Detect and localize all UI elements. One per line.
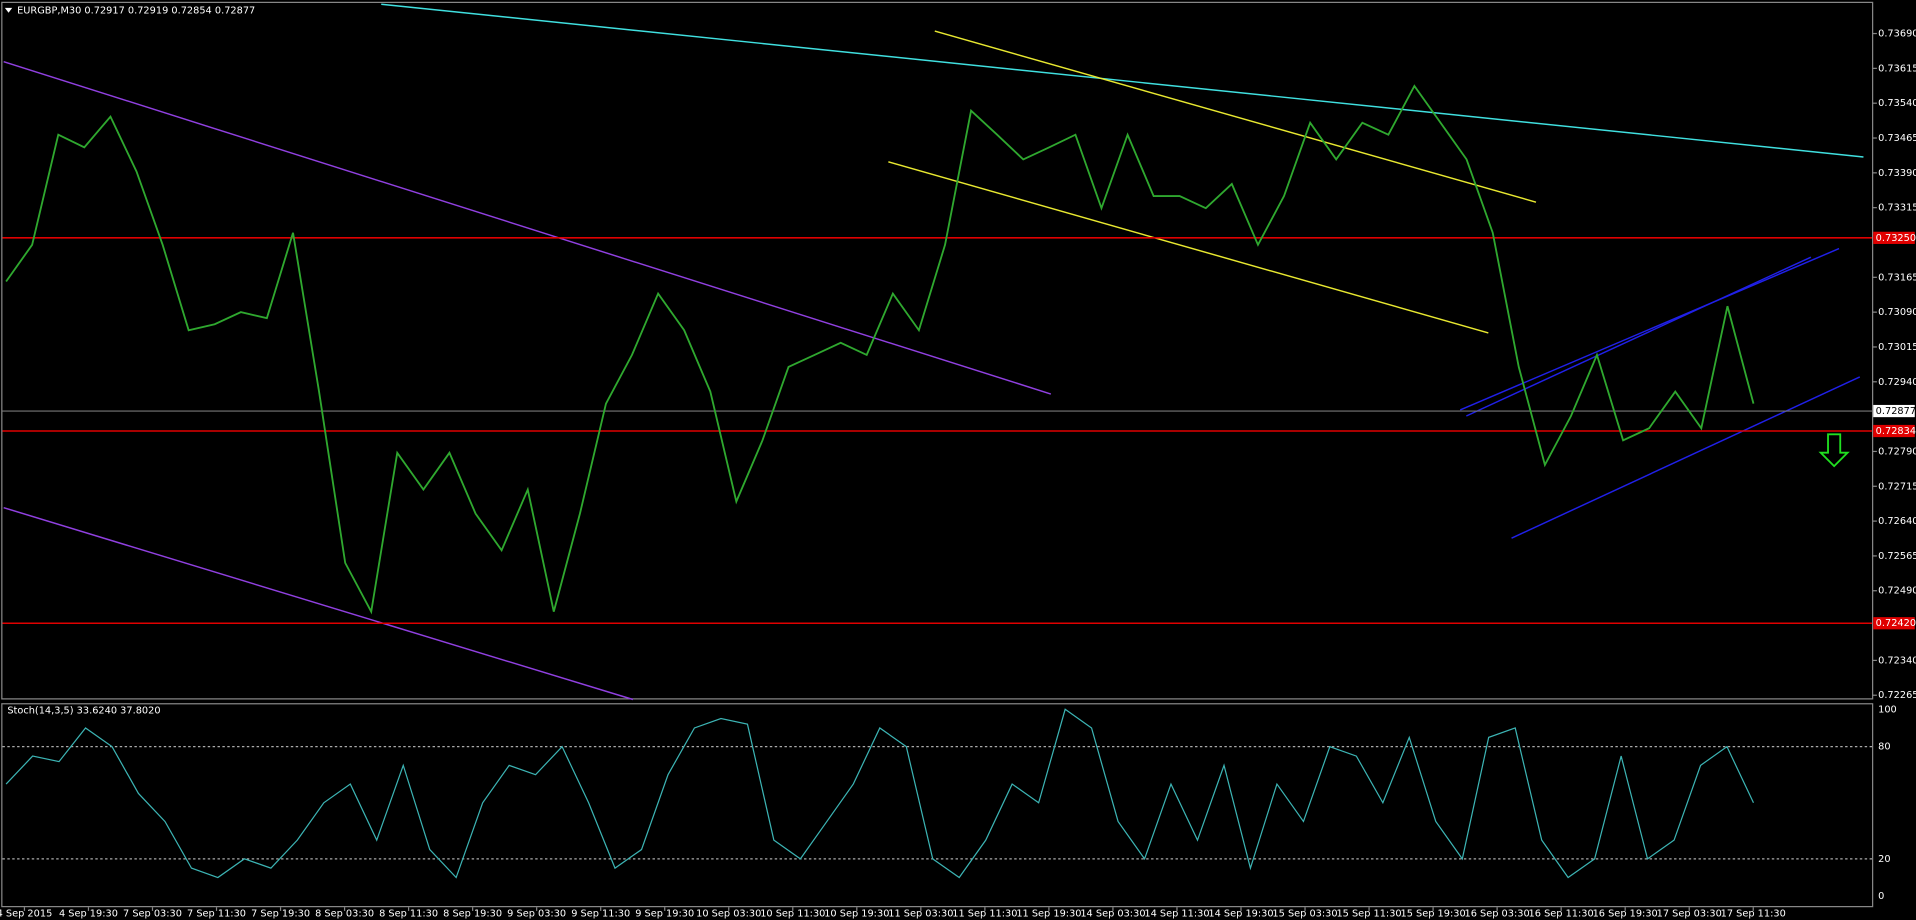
time-label: 15 Sep 11:30: [1336, 908, 1401, 919]
level-label-box: [1873, 617, 1915, 630]
time-label: 16 Sep 19:30: [1593, 908, 1658, 919]
time-label: 8 Sep 03:30: [315, 908, 374, 919]
price-tick-label: 0.73690: [1878, 29, 1916, 40]
main-panel: [1, 1, 1874, 700]
level-label: 0.72834: [1876, 426, 1916, 437]
trendline: [381, 3, 1864, 158]
time-label: 11 Sep 19:30: [1016, 908, 1081, 919]
time-label: 11 Sep 11:30: [952, 908, 1017, 919]
time-label: 17 Sep 03:30: [1657, 908, 1722, 919]
time-label: 9 Sep 03:30: [507, 908, 566, 919]
stoch-line: [5, 708, 1755, 879]
time-label: 8 Sep 11:30: [379, 908, 438, 919]
stoch-tick-label: 20: [1878, 854, 1890, 865]
price-tick-label: 0.73615: [1878, 63, 1916, 74]
time-label: 14 Sep 19:30: [1208, 908, 1273, 919]
price-tick-label: 0.73465: [1878, 133, 1916, 144]
time-label: 15 Sep 19:30: [1400, 908, 1465, 919]
trendline: [1511, 376, 1861, 539]
stoch-tick-label: 80: [1878, 742, 1890, 753]
stoch-tick-label: 0: [1878, 891, 1884, 902]
trendline: [1466, 256, 1812, 417]
time-label: 8 Sep 19:30: [443, 908, 502, 919]
trendline: [3, 60, 1052, 395]
price-tick-label: 0.72940: [1878, 377, 1916, 388]
time-label: 15 Sep 03:30: [1272, 908, 1337, 919]
time-label: 10 Sep 11:30: [760, 908, 825, 919]
price-tick-label: 0.72340: [1878, 655, 1916, 666]
trendline: [888, 161, 1489, 334]
time-label: 7 Sep 03:30: [123, 908, 182, 919]
level-label: 0.72420: [1876, 618, 1916, 629]
price-tick-label: 0.73015: [1878, 342, 1916, 353]
price-tick-label: 0.72640: [1878, 516, 1916, 527]
price-tick-label: 0.73540: [1878, 98, 1916, 109]
time-label: 4 Sep 2015: [0, 908, 52, 919]
time-label: 14 Sep 03:30: [1080, 908, 1145, 919]
price-tick-label: 0.72490: [1878, 586, 1916, 597]
time-label: 4 Sep 19:30: [59, 908, 118, 919]
time-label: 7 Sep 11:30: [187, 908, 246, 919]
level-label-box: [1873, 424, 1915, 438]
time-label: 9 Sep 19:30: [635, 908, 694, 919]
time-label: 9 Sep 11:30: [571, 908, 630, 919]
current-label-box: [1873, 404, 1915, 418]
price-tick-label: 0.73165: [1878, 272, 1916, 283]
menu-arrow[interactable]: [4, 7, 13, 13]
time-label: 17 Sep 11:30: [1721, 908, 1786, 919]
time-label: 11 Sep 03:30: [888, 908, 953, 919]
trendline: [934, 30, 1537, 203]
stoch-title: Stoch(14,3,5) 33.6240 37.8020: [7, 705, 160, 716]
trendlines: [3, 3, 1864, 701]
price-tick-label: 0.72715: [1878, 481, 1916, 492]
time-label: 16 Sep 11:30: [1529, 908, 1594, 919]
time-label: 10 Sep 03:30: [696, 908, 761, 919]
current-label: 0.72877: [1876, 406, 1916, 417]
sell-arrow: [1818, 433, 1850, 468]
trendline: [3, 506, 634, 701]
time-label: 14 Sep 11:30: [1144, 908, 1209, 919]
price-tick-label: 0.73315: [1878, 203, 1916, 214]
time-label: 16 Sep 03:30: [1465, 908, 1530, 919]
level-label: 0.73250: [1876, 233, 1916, 244]
price-tick-label: 0.73390: [1878, 168, 1916, 179]
price-tick-label: 0.73090: [1878, 307, 1916, 318]
stoch-panel: [1, 703, 1874, 908]
price-line: [5, 84, 1755, 615]
price-tick-label: 0.72790: [1878, 446, 1916, 457]
price-tick-label: 0.72565: [1878, 551, 1916, 562]
symbol-info: EURGBP,M30 0.72917 0.72919 0.72854 0.728…: [17, 5, 255, 16]
time-label: 10 Sep 19:30: [824, 908, 889, 919]
price-tick-label: 0.72265: [1878, 690, 1916, 701]
stoch-tick-label: 100: [1878, 704, 1897, 715]
level-label-box: [1873, 231, 1915, 244]
time-label: 7 Sep 19:30: [251, 908, 310, 919]
